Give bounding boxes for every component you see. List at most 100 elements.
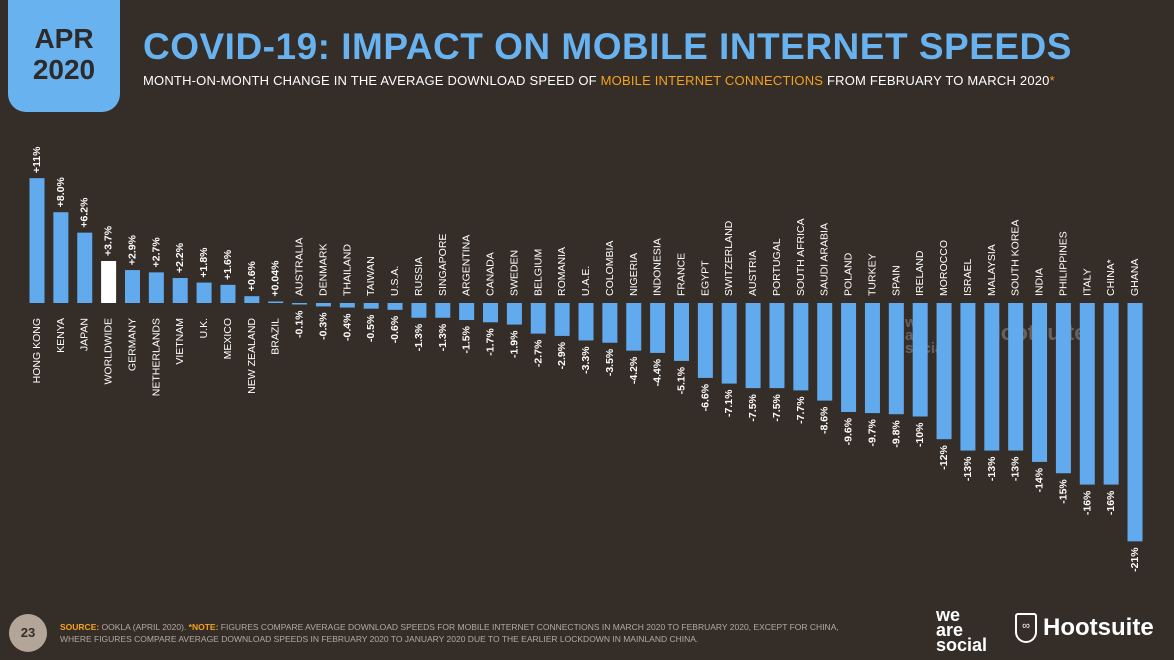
value-label: -4.4% bbox=[652, 358, 664, 386]
value-label: -13% bbox=[986, 456, 998, 481]
category-label: U.S.A. bbox=[389, 266, 401, 296]
bar bbox=[1079, 303, 1095, 485]
bar bbox=[506, 303, 522, 325]
bar bbox=[1032, 303, 1048, 462]
source-text: OOKLA (APRIL 2020). bbox=[99, 622, 189, 632]
page-number: 23 bbox=[9, 614, 47, 652]
note-label: *NOTE: bbox=[188, 622, 219, 632]
bar bbox=[936, 303, 952, 440]
value-label: -13% bbox=[962, 456, 974, 481]
category-label: RUSSIA bbox=[413, 257, 425, 296]
bar bbox=[578, 303, 594, 341]
bar bbox=[888, 303, 904, 415]
bar bbox=[1103, 303, 1119, 485]
value-label: -5.1% bbox=[675, 366, 687, 394]
bar bbox=[673, 303, 689, 361]
category-label: COLOMBIA bbox=[604, 241, 616, 296]
bar bbox=[363, 303, 379, 309]
bar bbox=[435, 303, 451, 318]
category-label: MEXICO bbox=[222, 318, 234, 359]
value-label: -12% bbox=[938, 445, 950, 470]
value-label: -4.2% bbox=[628, 356, 640, 384]
bar bbox=[387, 303, 403, 310]
category-label: INDIA bbox=[1034, 268, 1046, 296]
source-label: SOURCE: bbox=[60, 622, 100, 632]
category-label: NEW ZEALAND bbox=[246, 318, 258, 394]
bar bbox=[650, 303, 666, 353]
category-label: JAPAN bbox=[79, 318, 91, 351]
bar bbox=[864, 303, 880, 414]
subtitle-text-end: FROM FEBRUARY TO MARCH 2020 bbox=[823, 73, 1050, 88]
value-label: -9.8% bbox=[890, 420, 902, 448]
category-label: POLAND bbox=[843, 252, 855, 296]
value-label: -21% bbox=[1129, 547, 1141, 572]
value-label: -8.6% bbox=[819, 406, 831, 434]
bar bbox=[268, 301, 284, 303]
value-label: -1.3% bbox=[437, 323, 449, 351]
category-label: DENMARK bbox=[317, 243, 329, 296]
bar bbox=[483, 303, 499, 323]
category-label: U.A.E. bbox=[580, 266, 592, 296]
bar bbox=[1127, 303, 1143, 542]
bar bbox=[841, 303, 857, 412]
value-label: +0.04% bbox=[270, 260, 282, 297]
category-label: KENYA bbox=[55, 318, 67, 353]
bar bbox=[602, 303, 618, 343]
date-month: APR bbox=[34, 23, 94, 54]
bar bbox=[697, 303, 713, 378]
category-label: TURKEY bbox=[866, 253, 878, 296]
category-label: SOUTH KOREA bbox=[1010, 220, 1022, 296]
value-label: -9.7% bbox=[866, 418, 878, 446]
value-label: -2.7% bbox=[532, 339, 544, 367]
category-label: IRELAND bbox=[914, 250, 926, 296]
bar bbox=[29, 178, 45, 303]
bar bbox=[721, 303, 737, 384]
value-label: +1.6% bbox=[222, 249, 234, 280]
bar bbox=[554, 303, 570, 336]
category-label: SOUTH AFRICA bbox=[795, 218, 807, 296]
category-label: NETHERLANDS bbox=[150, 318, 162, 396]
category-label: AUSTRALIA bbox=[294, 238, 306, 296]
value-label: -3.5% bbox=[604, 348, 616, 376]
bar bbox=[220, 284, 236, 303]
hootsuite-wordmark: Hootsuite bbox=[1043, 614, 1154, 641]
value-label: -2.9% bbox=[556, 341, 568, 369]
category-label: ITALY bbox=[1081, 268, 1093, 296]
value-label: -0.6% bbox=[389, 315, 401, 343]
value-label: -6.6% bbox=[699, 383, 711, 411]
category-label: SAUDI ARABIA bbox=[819, 223, 831, 296]
value-label: -13% bbox=[1010, 456, 1022, 481]
value-label: -7.7% bbox=[795, 396, 807, 424]
bar bbox=[196, 282, 212, 303]
category-label: CANADA bbox=[485, 252, 497, 296]
value-label: -7.5% bbox=[771, 393, 783, 421]
category-label: NIGERIA bbox=[628, 253, 640, 296]
footer-note: SOURCE: OOKLA (APRIL 2020). *NOTE: FIGUR… bbox=[60, 621, 839, 645]
bar bbox=[77, 232, 93, 303]
value-label: +11% bbox=[31, 146, 43, 173]
bar bbox=[912, 303, 928, 417]
value-label: +3.7% bbox=[103, 225, 115, 256]
subtitle-text: MONTH-ON-MONTH CHANGE IN THE AVERAGE DOW… bbox=[143, 73, 601, 88]
note-text: FIGURES COMPARE AVERAGE DOWNLOAD SPEEDS … bbox=[218, 622, 839, 632]
category-label: BELGIUM bbox=[532, 249, 544, 296]
value-label: -16% bbox=[1105, 490, 1117, 515]
bar bbox=[101, 261, 117, 303]
we-are-social-logo: we are social bbox=[936, 605, 988, 655]
bar bbox=[339, 303, 355, 308]
subtitle-asterisk: * bbox=[1049, 73, 1055, 88]
category-label: SWEDEN bbox=[508, 250, 520, 296]
category-label: ROMANIA bbox=[556, 247, 568, 296]
category-label: TAIWAN bbox=[365, 256, 377, 296]
bar bbox=[315, 303, 331, 307]
value-label: -0.1% bbox=[294, 310, 306, 338]
subtitle-highlight: MOBILE INTERNET CONNECTIONS bbox=[600, 73, 824, 88]
bar bbox=[1008, 303, 1024, 451]
value-label: -0.5% bbox=[365, 314, 377, 342]
value-label: +1.8% bbox=[198, 247, 210, 278]
bar bbox=[769, 303, 785, 389]
category-label: SINGAPORE bbox=[437, 234, 449, 296]
value-label: -1.7% bbox=[485, 328, 497, 356]
value-label: -16% bbox=[1081, 490, 1093, 515]
value-label: -10% bbox=[914, 422, 926, 447]
